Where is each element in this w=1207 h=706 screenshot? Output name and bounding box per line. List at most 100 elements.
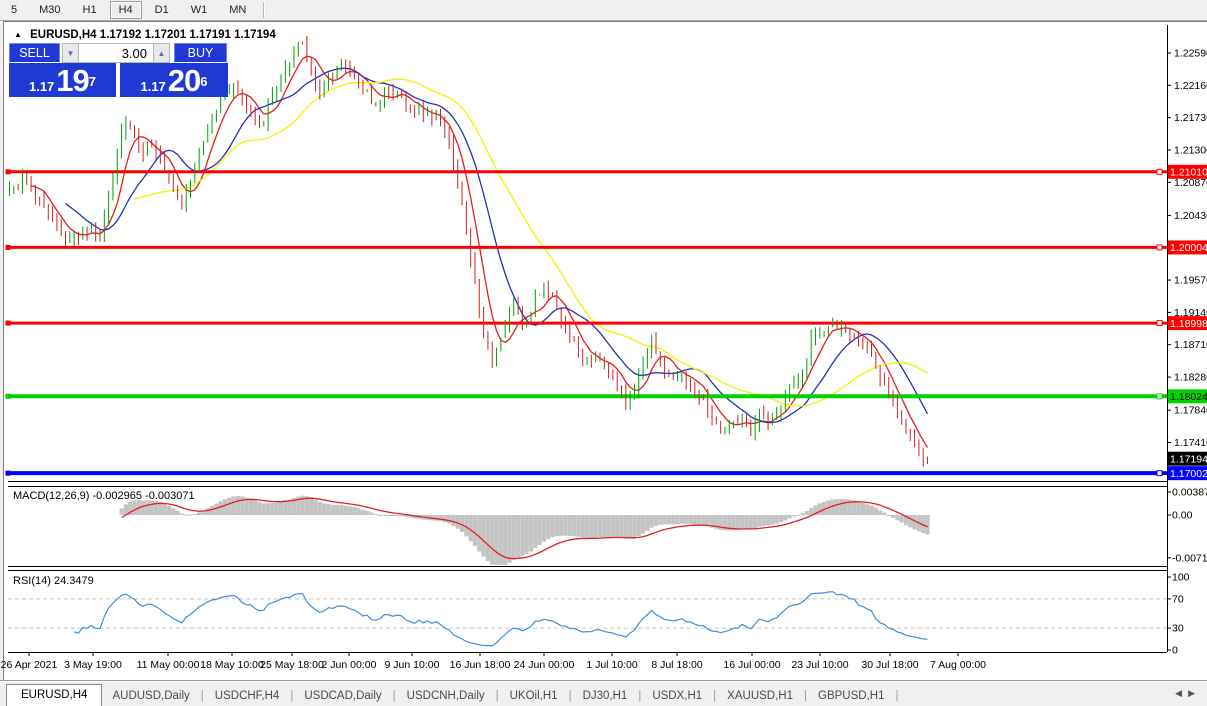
collapse-triangle-icon[interactable]: ▲ — [14, 30, 22, 39]
time-axis-label: 25 May 18:00 — [260, 659, 324, 671]
tab-gbpusd-h1[interactable]: GBPUSD,H1 — [818, 690, 885, 702]
tab-scroll-right-icon[interactable]: ▶ — [1188, 688, 1201, 698]
tab-divider: | — [568, 690, 572, 702]
price-axis-label: 1.20430 — [1174, 210, 1207, 222]
level-tag-1.18024-box — [1168, 389, 1207, 404]
tf-button-m30[interactable]: M30 — [39, 4, 61, 16]
sell-price-big: 19 — [56, 63, 89, 98]
tab-divider: | — [200, 690, 204, 702]
tab-divider: | — [895, 690, 899, 702]
buy-price-big: 20 — [167, 63, 201, 98]
time-axis-label: 16 Jun 18:00 — [450, 659, 511, 671]
time-axis-label: 30 Jul 18:00 — [861, 659, 918, 671]
ohlc-close: 1.17194 — [234, 29, 276, 41]
buy-button[interactable]: BUY — [174, 43, 227, 63]
hline-handle-right-1.20004[interactable] — [1156, 244, 1163, 251]
tab-scroll-left-icon[interactable]: ◀ — [1175, 688, 1189, 698]
rsi-axis-label: 100 — [1172, 572, 1190, 584]
level-tag-1.17002: 1.17002 — [1170, 468, 1207, 480]
time-axis-label: 8 Jul 18:00 — [651, 659, 703, 671]
price-axis-label: 1.17840 — [1174, 405, 1207, 417]
tab-divider: | — [290, 690, 294, 702]
sell-price-sup: 7 — [88, 74, 97, 89]
ohlc-high: 1.17201 — [144, 29, 187, 41]
price-axis-label: 1.18280 — [1174, 372, 1207, 384]
price-axis-label: 1.21730 — [1174, 112, 1207, 124]
price-axis-label: 1.18710 — [1174, 339, 1207, 351]
chart-window-border — [4, 22, 1207, 681]
ma-line-slow — [134, 78, 928, 407]
sell-price-small: 1.17 — [28, 79, 55, 94]
macd-axis-label: 0.003873 — [1172, 486, 1207, 498]
hline-handle-left-1.21010[interactable] — [5, 169, 11, 175]
ma-line-fast — [30, 55, 929, 448]
one-click-trading-panel: SELL ▼ ▲ BUY 1.17 19 7 1.17 20 6 — [9, 43, 228, 97]
tab-dj30-h1[interactable]: DJ30,H1 — [582, 690, 628, 702]
volume-decrease-button[interactable]: ▼ — [62, 43, 79, 63]
hline-handle-left-1.18024[interactable] — [5, 393, 11, 399]
tab-usdcad-daily[interactable]: USDCAD,Daily — [304, 690, 382, 702]
time-axis-label: 23 Jul 10:00 — [791, 659, 848, 671]
sell-button[interactable]: SELL — [9, 43, 60, 63]
price-axis-label: 1.19570 — [1174, 275, 1207, 287]
ma-line-medium — [65, 67, 929, 424]
tf-button-mn[interactable]: MN — [229, 4, 247, 16]
time-axis-label: 16 Jul 00:00 — [723, 659, 780, 671]
macd-label: MACD(12,26,9) -0.002965 -0.003071 — [13, 490, 195, 502]
tf-button-h4[interactable]: H4 — [109, 1, 142, 19]
tab-eurusd-h4[interactable]: EURUSD,H4 — [6, 684, 103, 706]
tab-scroll-arrows: ◀▶ — [1175, 688, 1201, 699]
hline-handle-left-1.20004[interactable] — [5, 244, 11, 250]
volume-input[interactable] — [79, 43, 153, 63]
hline-handle-right-1.21010[interactable] — [1156, 168, 1163, 175]
rsi-axis-label: 30 — [1172, 623, 1184, 635]
buy-price-sup: 6 — [200, 74, 208, 89]
tab-divider: | — [713, 690, 717, 702]
rsi-label: RSI(14) 24.3479 — [13, 575, 94, 587]
volume-increase-button[interactable]: ▲ — [153, 43, 170, 63]
hline-handle-left-1.18998[interactable] — [5, 320, 11, 326]
buy-price-display[interactable]: 1.17 20 6 — [120, 63, 228, 97]
macd-histogram — [119, 495, 930, 565]
time-axis-label: 2 Jun 00:00 — [322, 659, 377, 671]
bid-price-tag: 1.17194 — [1170, 454, 1207, 466]
time-axis-label: 1 Jul 10:00 — [586, 659, 638, 671]
hline-handle-left-1.17002[interactable] — [5, 470, 11, 476]
tab-divider: | — [804, 690, 807, 702]
price-axis-label: 1.17410 — [1174, 437, 1207, 449]
time-axis-label: 3 May 19:00 — [64, 659, 122, 671]
level-tag-1.20004: 1.20004 — [1170, 242, 1207, 254]
tab-audusd-daily[interactable]: AUDUSD,Daily — [112, 690, 190, 702]
price-axis-label: 1.19140 — [1174, 307, 1207, 319]
bid-price-tag-box — [1168, 451, 1207, 466]
hline-handle-right-1.18024[interactable] — [1156, 393, 1163, 400]
time-axis-label: 26 Apr 2021 — [1, 659, 58, 671]
level-tag-1.21010-box — [1168, 164, 1207, 179]
rsi-axis-label: 70 — [1172, 593, 1184, 605]
time-axis-label: 9 Jun 10:00 — [385, 659, 440, 671]
tf-button-h1[interactable]: H1 — [82, 4, 97, 16]
volume-stepper: ▼ ▲ — [62, 43, 170, 63]
price-axis-label: 1.22590 — [1174, 48, 1207, 60]
tf-button-d1[interactable]: D1 — [154, 4, 169, 16]
tab-divider: | — [392, 690, 396, 702]
hline-handle-right-1.17002[interactable] — [1156, 470, 1163, 477]
tab-divider: | — [638, 690, 642, 702]
price-bars — [9, 35, 929, 467]
tab-usdx-h1[interactable]: USDX,H1 — [652, 690, 703, 702]
ohlc-low: 1.17191 — [189, 29, 231, 41]
chart-tab-bar: EURUSD,H4 AUDUSD,Daily | USDCHF,H4 | USDCAD,D… — [0, 680, 1207, 706]
tab-usdcnh-daily[interactable]: USDCNH,Daily — [406, 690, 485, 702]
tab-usdchf-h4[interactable]: USDCHF,H4 — [214, 690, 280, 702]
tab-xauusd-h1[interactable]: XAUUSD,H1 — [727, 690, 793, 702]
tf-button-5[interactable]: 5 — [11, 4, 18, 16]
tab-ukoil-h1[interactable]: UKOil,H1 — [509, 690, 558, 702]
ohlc-open: 1.17192 — [99, 29, 142, 41]
price-axis-label: 1.20870 — [1174, 177, 1207, 189]
hline-handle-right-1.18998[interactable] — [1156, 320, 1163, 327]
level-tag-1.21010: 1.21010 — [1170, 167, 1207, 179]
tf-button-w1[interactable]: W1 — [190, 4, 208, 16]
sell-price-display[interactable]: 1.17 19 7 — [9, 63, 116, 97]
